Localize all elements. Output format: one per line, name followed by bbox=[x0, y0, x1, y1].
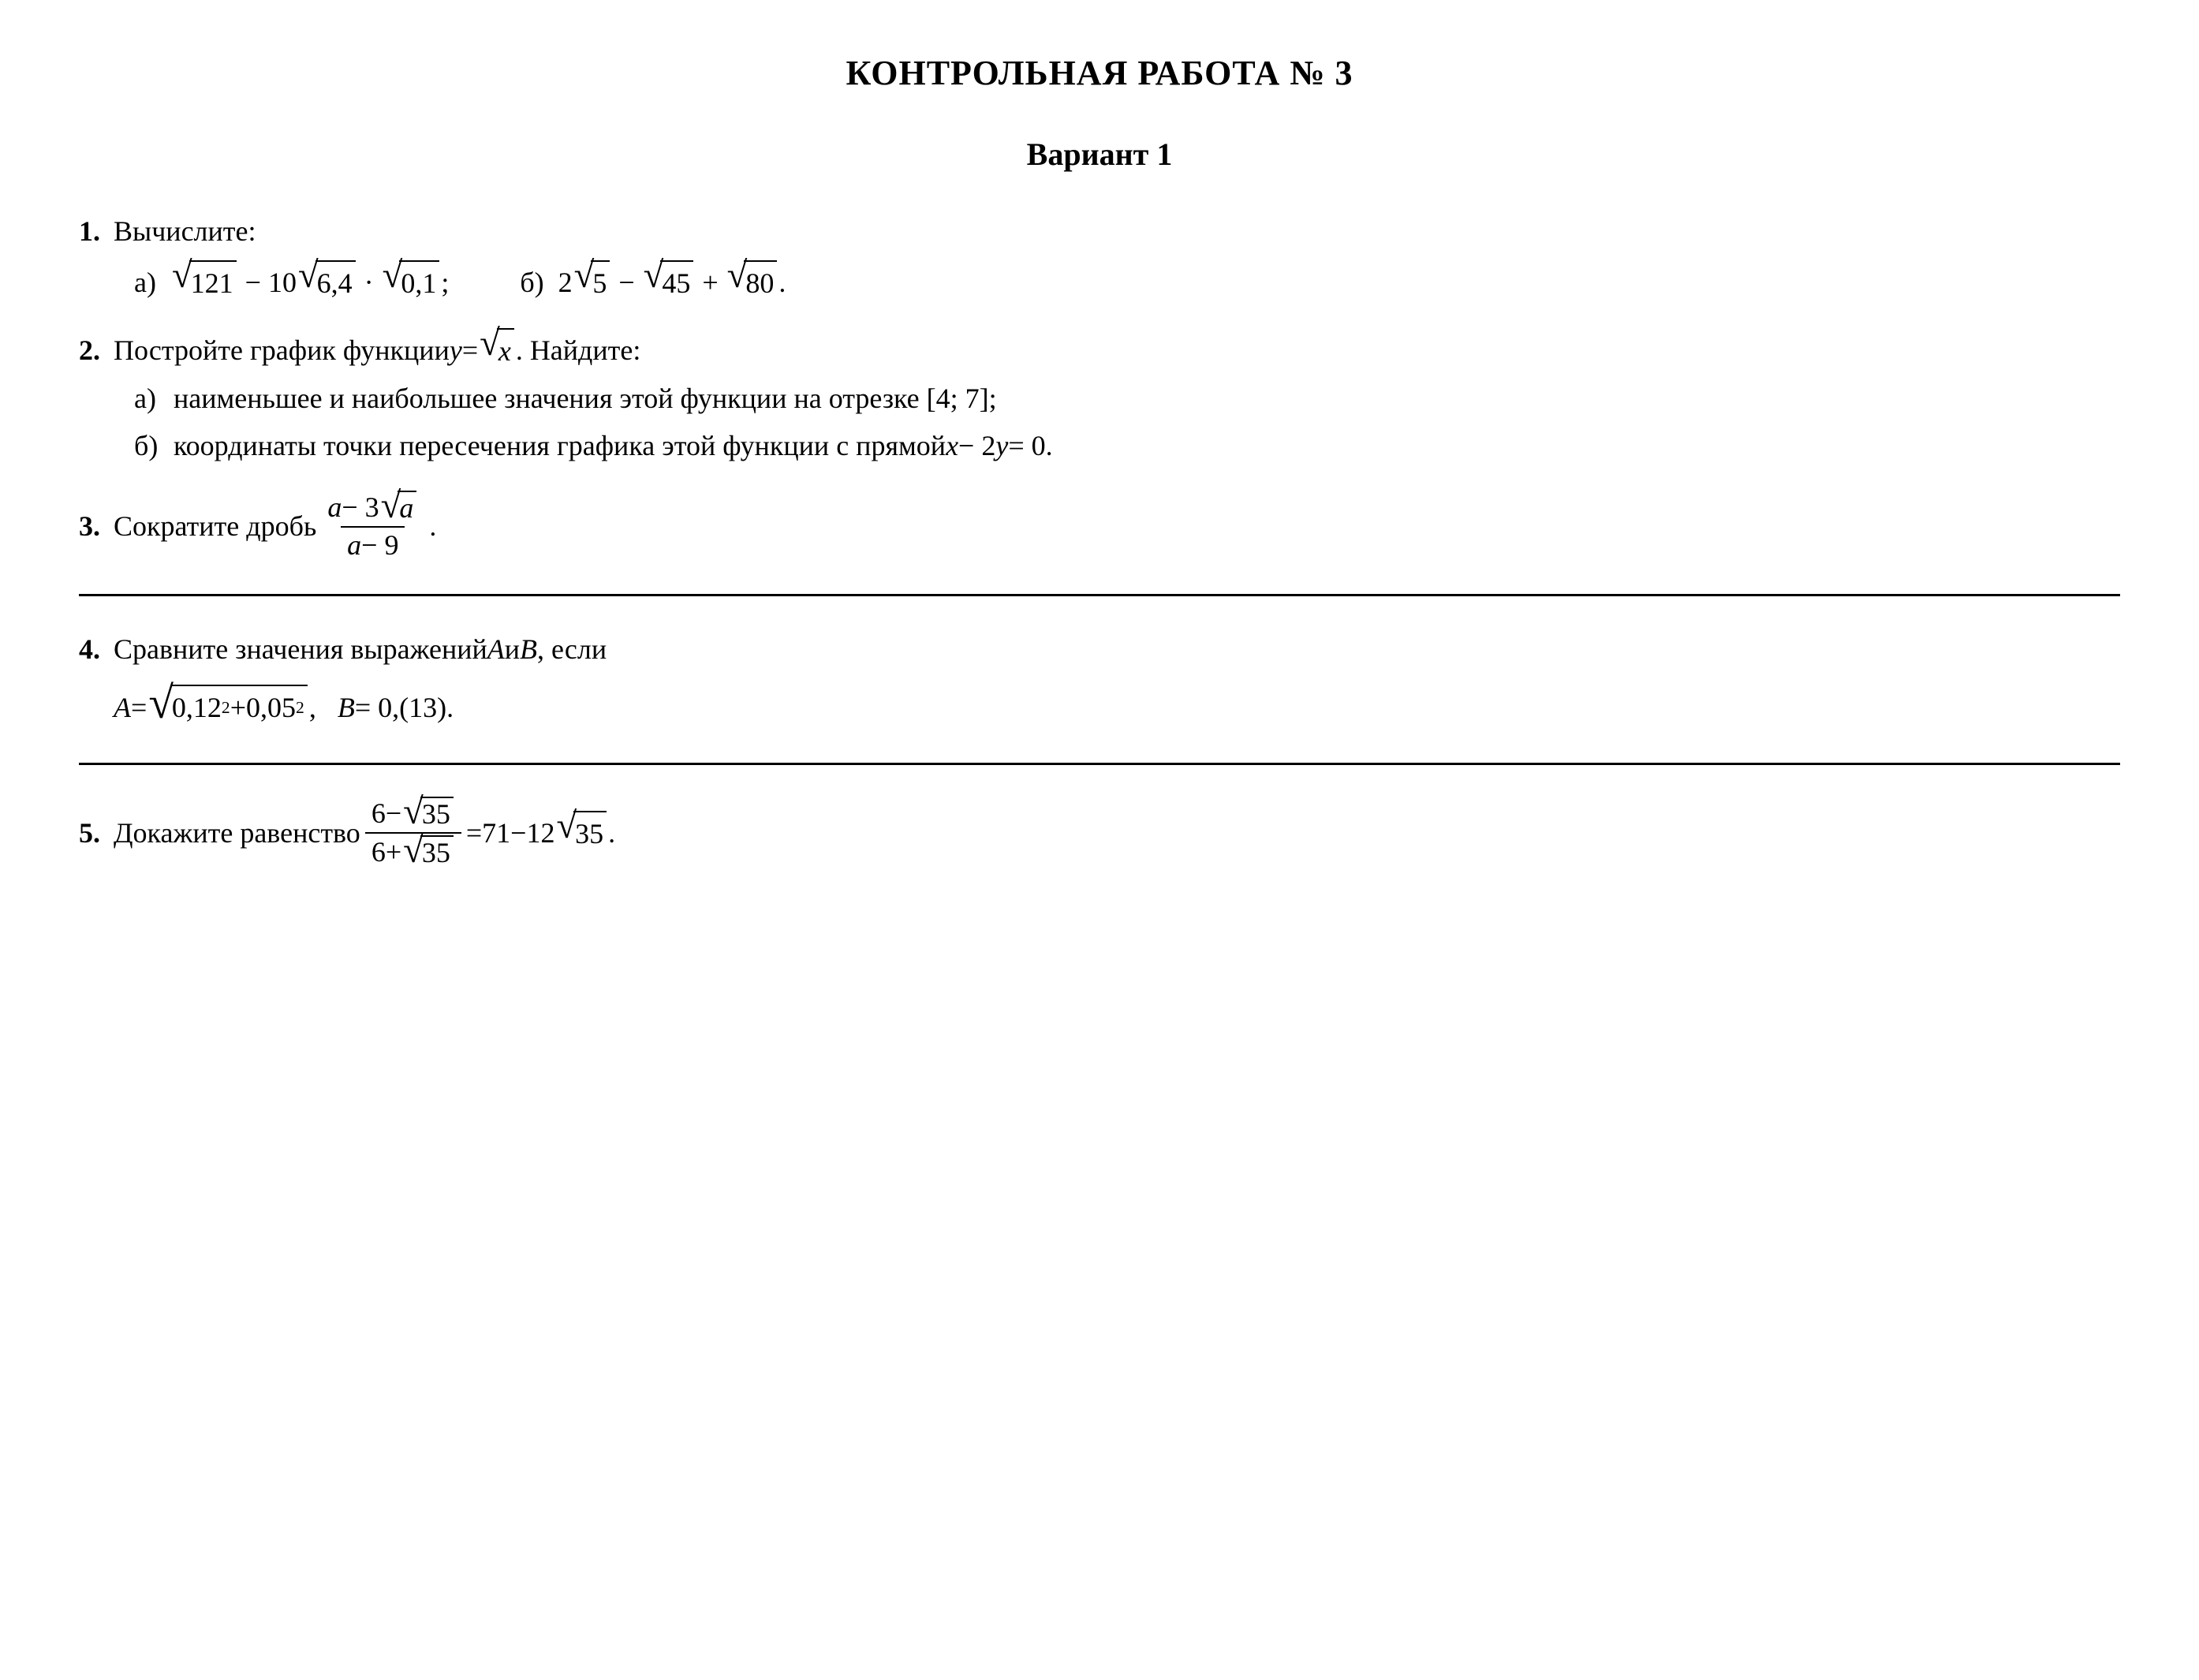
p3-text: Сократите дробь bbox=[114, 505, 316, 547]
p3-dot: . bbox=[429, 505, 436, 547]
p4-Beq: B bbox=[338, 686, 355, 729]
p5-eq: = bbox=[466, 812, 482, 854]
p5d-35: 35 bbox=[420, 835, 454, 869]
problem-4-num: 4. bbox=[79, 628, 114, 670]
p2-pre: Постройте график функции bbox=[114, 329, 450, 371]
problem-2: 2. Постройте график функции y = √x . Най… bbox=[79, 328, 2120, 467]
sqrt-icon: √35 bbox=[556, 811, 607, 855]
p2b-label: б) bbox=[134, 424, 174, 467]
problem-2a: а) наименьшее и наибольшее значения этой… bbox=[79, 377, 2120, 420]
p2-y: y bbox=[450, 329, 462, 371]
p2-post: . Найдите: bbox=[516, 329, 641, 371]
page-title: КОНТРОЛЬНАЯ РАБОТА № 3 bbox=[79, 47, 2120, 99]
p3-num-a: a bbox=[327, 491, 342, 524]
sqrt-icon: √6,4 bbox=[298, 260, 356, 304]
p2a-text: наименьшее и наибольшее значения этой фу… bbox=[174, 377, 997, 420]
problem-2-text: Постройте график функции y = √x . Найдит… bbox=[114, 328, 640, 372]
problem-1b: б) 2 √5 − √45 + √80. bbox=[520, 260, 786, 304]
p5-71: 71 bbox=[482, 812, 510, 854]
problem-2b: б) координаты точки пересечения графика … bbox=[79, 424, 2120, 467]
sqrt-icon: √0,1 bbox=[383, 260, 440, 304]
p2b-end: = 0. bbox=[1008, 424, 1052, 467]
p1a-ten: 10 bbox=[268, 261, 297, 304]
p4-text: Сравните значения выражений A и B , если bbox=[114, 628, 607, 670]
p1a-label: а) bbox=[134, 261, 156, 304]
p4-Bval: = 0,(13). bbox=[355, 686, 454, 729]
sqrt-icon: √80 bbox=[727, 260, 778, 304]
p1b-label: б) bbox=[520, 261, 543, 304]
problem-5-num: 5. bbox=[79, 812, 114, 854]
p5-text: Докажите равенство bbox=[114, 812, 360, 854]
p1a-01: 0,1 bbox=[399, 260, 439, 304]
sqrt-icon: √35 bbox=[403, 835, 454, 869]
p4-radb: 0,05 bbox=[246, 686, 296, 729]
p4-A: A bbox=[487, 628, 505, 670]
p2b-y: y bbox=[995, 424, 1008, 467]
problem-3: 3. Сократите дробь a − 3 √a a − 9 . bbox=[79, 491, 2120, 562]
p4-eq1: = bbox=[131, 686, 147, 729]
p4-B: B bbox=[520, 628, 537, 670]
p5d-6: 6 bbox=[371, 836, 386, 868]
p5-minus: − bbox=[510, 812, 526, 854]
p5d-plus: + bbox=[386, 836, 401, 868]
p4-post: , если bbox=[537, 628, 607, 670]
p4-rada: 0,12 bbox=[172, 686, 222, 729]
problem-3-num: 3. bbox=[79, 505, 114, 547]
p5n-35: 35 bbox=[420, 797, 454, 831]
problem-1-num: 1. bbox=[79, 210, 114, 252]
variant-label: Вариант 1 bbox=[79, 131, 2120, 178]
p4-pre: Сравните значения выражений bbox=[114, 628, 487, 670]
p3-fraction: a − 3 √a a − 9 bbox=[321, 491, 424, 562]
p5r-35: 35 bbox=[573, 811, 607, 855]
p1a-121: 121 bbox=[189, 260, 237, 304]
p4-comma: , bbox=[309, 686, 338, 729]
p4-plus: + bbox=[230, 686, 246, 729]
p5-fraction: 6 − √35 6 + √35 bbox=[365, 797, 461, 870]
p5-dot: . bbox=[608, 812, 615, 854]
p4-eq-line: A = √ 0,122 + 0,052 , B = 0,(13). bbox=[79, 685, 454, 731]
p3-den-a: a bbox=[347, 529, 361, 562]
p3-den-end: − 9 bbox=[361, 529, 398, 562]
sqrt-icon: √45 bbox=[644, 260, 694, 304]
divider-1 bbox=[79, 594, 2120, 596]
problem-1: 1. Вычислите: а) √121 − 10 √6,4 · √0,1; … bbox=[79, 210, 2120, 304]
sqrt-icon: √5 bbox=[574, 260, 610, 304]
p4-Aeq: A bbox=[114, 686, 131, 729]
p1b-80: 80 bbox=[744, 260, 777, 304]
sqrt-icon: √a bbox=[381, 491, 417, 525]
problem-5: 5. Докажите равенство 6 − √35 6 + √35 = … bbox=[79, 797, 2120, 870]
p2b-pre: координаты точки пересечения графика это… bbox=[174, 424, 946, 467]
p4-and: и bbox=[505, 628, 520, 670]
problem-4: 4. Сравните значения выражений A и B , е… bbox=[79, 628, 2120, 731]
p4-sup1: 2 bbox=[222, 695, 230, 720]
problem-1a: а) √121 − 10 √6,4 · √0,1; bbox=[134, 260, 449, 304]
p3-num-mid: − 3 bbox=[342, 491, 379, 524]
sqrt-icon: √35 bbox=[403, 797, 454, 831]
p2b-mid: − 2 bbox=[958, 424, 995, 467]
p1a-64: 6,4 bbox=[315, 260, 356, 304]
sqrt-icon: √121 bbox=[172, 260, 237, 304]
p5-12: 12 bbox=[526, 812, 554, 854]
p5n-6: 6 bbox=[371, 797, 386, 830]
sqrt-icon: √ 0,122 + 0,052 bbox=[148, 685, 308, 731]
p2-eq: = bbox=[462, 329, 478, 371]
divider-2 bbox=[79, 763, 2120, 765]
p5n-minus: − bbox=[386, 797, 401, 830]
sqrt-icon: √x bbox=[480, 328, 514, 372]
p2b-x: x bbox=[946, 424, 958, 467]
p4-sup2: 2 bbox=[296, 695, 304, 720]
problem-1-text: Вычислите: bbox=[114, 210, 256, 252]
problem-2-num: 2. bbox=[79, 329, 114, 371]
p2a-label: а) bbox=[134, 377, 174, 420]
p1b-two: 2 bbox=[558, 261, 573, 304]
p1b-45: 45 bbox=[660, 260, 693, 304]
